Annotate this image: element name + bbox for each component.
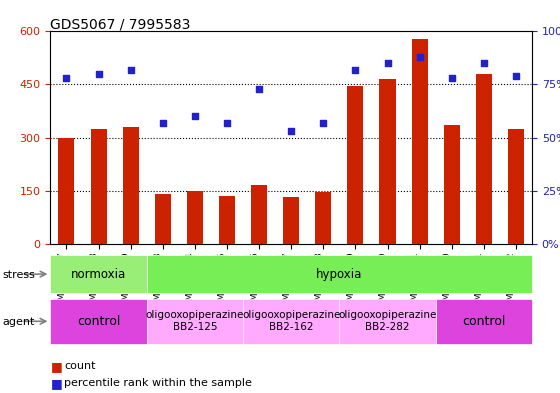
Point bbox=[383, 60, 392, 66]
Bar bbox=[91, 129, 106, 244]
Text: ■: ■ bbox=[50, 376, 62, 390]
Text: hypoxia: hypoxia bbox=[316, 268, 362, 281]
Point bbox=[511, 73, 520, 79]
Bar bbox=[283, 196, 299, 244]
Text: GDS5067 / 7995583: GDS5067 / 7995583 bbox=[50, 18, 191, 32]
Bar bbox=[155, 194, 171, 244]
Text: stress: stress bbox=[3, 270, 36, 280]
Bar bbox=[219, 196, 235, 244]
Bar bbox=[123, 127, 139, 244]
Text: agent: agent bbox=[3, 317, 35, 327]
Bar bbox=[444, 125, 460, 244]
Text: percentile rank within the sample: percentile rank within the sample bbox=[64, 378, 252, 388]
Bar bbox=[508, 129, 524, 244]
Bar bbox=[476, 74, 492, 244]
Point bbox=[479, 60, 488, 66]
Point bbox=[94, 71, 103, 77]
FancyBboxPatch shape bbox=[147, 255, 532, 293]
Point bbox=[351, 66, 360, 73]
FancyBboxPatch shape bbox=[339, 299, 436, 344]
Text: ■: ■ bbox=[50, 360, 62, 373]
Text: oligooxopiperazine
BB2-282: oligooxopiperazine BB2-282 bbox=[338, 310, 437, 332]
Bar bbox=[380, 79, 395, 244]
Point bbox=[415, 54, 424, 60]
Text: control: control bbox=[462, 315, 506, 328]
Bar bbox=[315, 192, 332, 244]
Point bbox=[126, 66, 135, 73]
Text: control: control bbox=[77, 315, 120, 328]
Point bbox=[190, 113, 199, 119]
FancyBboxPatch shape bbox=[147, 299, 243, 344]
Text: oligooxopiperazine
BB2-162: oligooxopiperazine BB2-162 bbox=[242, 310, 340, 332]
Bar bbox=[187, 191, 203, 244]
Bar bbox=[412, 39, 428, 244]
FancyBboxPatch shape bbox=[50, 299, 147, 344]
FancyBboxPatch shape bbox=[50, 255, 147, 293]
Point bbox=[255, 86, 264, 92]
Bar bbox=[251, 185, 267, 244]
Text: oligooxopiperazine
BB2-125: oligooxopiperazine BB2-125 bbox=[146, 310, 244, 332]
Text: count: count bbox=[64, 361, 96, 371]
Point bbox=[158, 119, 167, 126]
Point bbox=[447, 75, 456, 81]
FancyBboxPatch shape bbox=[243, 299, 339, 344]
Bar bbox=[58, 138, 74, 244]
Point bbox=[287, 128, 296, 134]
Text: normoxia: normoxia bbox=[71, 268, 126, 281]
Bar bbox=[347, 86, 363, 244]
Point bbox=[319, 119, 328, 126]
Point bbox=[222, 119, 231, 126]
Point bbox=[62, 75, 71, 81]
FancyBboxPatch shape bbox=[436, 299, 532, 344]
